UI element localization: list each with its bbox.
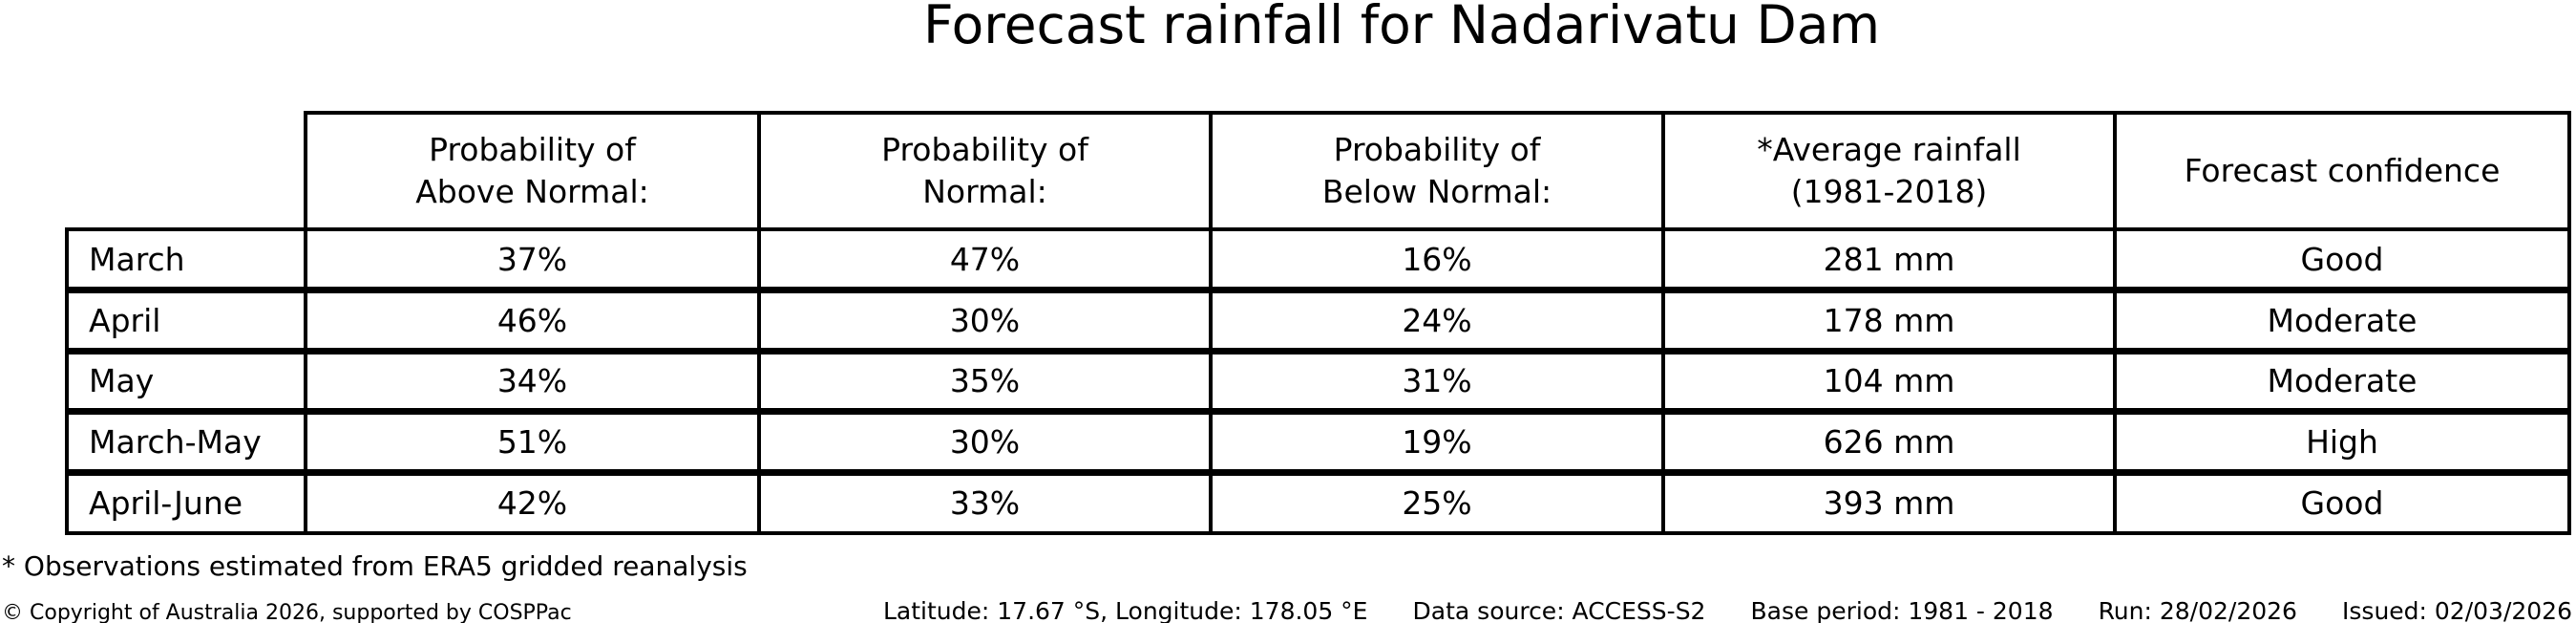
column-header-above-normal: Probability of Above Normal:	[304, 111, 761, 231]
column-header-normal: Probability of Normal:	[757, 111, 1213, 231]
copyright-text: © Copyright of Australia 2026, supported…	[2, 601, 572, 623]
table-row-may: May 34% 35% 31% 104 mm Moderate	[65, 349, 2571, 415]
cell-above-normal: 34%	[304, 349, 761, 415]
run-date-text: Run: 28/02/2026	[2098, 597, 2297, 623]
row-label: March	[65, 227, 307, 293]
issued-date-text: Issued: 02/03/2026	[2342, 597, 2572, 623]
cell-confidence: High	[2113, 409, 2571, 476]
table-row-march: March 37% 47% 16% 281 mm Good	[65, 227, 2571, 293]
cell-normal: 35%	[757, 349, 1213, 415]
cell-normal: 47%	[757, 227, 1213, 293]
cell-below-normal: 31%	[1209, 349, 1665, 415]
column-header-line: Above Normal:	[415, 173, 649, 210]
cell-normal: 33%	[757, 470, 1213, 535]
column-header-line: Forecast confidence	[2184, 152, 2501, 190]
cell-above-normal: 46%	[304, 288, 761, 354]
cell-confidence: Good	[2113, 470, 2571, 535]
column-header-line: (1981-2018)	[1790, 173, 1988, 210]
table-row-april-june: April-June 42% 33% 25% 393 mm Good	[65, 470, 2571, 535]
corner-cell	[67, 113, 306, 229]
cell-confidence: Good	[2113, 227, 2571, 293]
cell-normal: 30%	[757, 409, 1213, 476]
column-header-line: *Average rainfall	[1757, 131, 2021, 169]
cell-below-normal: 16%	[1209, 227, 1665, 293]
base-period-text: Base period: 1981 - 2018	[1750, 597, 2054, 623]
row-label: April	[65, 288, 307, 354]
cell-below-normal: 25%	[1209, 470, 1665, 535]
table-footnote: * Observations estimated from ERA5 gridd…	[2, 550, 748, 582]
cell-average-rainfall: 281 mm	[1661, 227, 2117, 293]
page-title: Forecast rainfall for Nadarivatu Dam	[922, 0, 1881, 55]
header-row: Probability of Above Normal: Probability…	[67, 111, 2571, 231]
table-row-april: April 46% 30% 24% 178 mm Moderate	[65, 288, 2571, 354]
cell-average-rainfall: 626 mm	[1661, 409, 2117, 476]
row-label: March-May	[65, 409, 307, 476]
row-label: May	[65, 349, 307, 415]
cell-confidence: Moderate	[2113, 349, 2571, 415]
row-label: April-June	[65, 470, 307, 535]
column-header-below-normal: Probability of Below Normal:	[1209, 111, 1665, 231]
cell-below-normal: 24%	[1209, 288, 1665, 354]
cell-above-normal: 42%	[304, 470, 761, 535]
column-header-average-rainfall: *Average rainfall (1981-2018)	[1661, 111, 2117, 231]
column-header-line: Below Normal:	[1321, 173, 1552, 210]
column-header-line: Probability of	[429, 131, 636, 169]
data-source-text: Data source: ACCESS-S2	[1412, 597, 1706, 623]
column-header-line: Probability of	[881, 131, 1088, 169]
cell-above-normal: 51%	[304, 409, 761, 476]
cell-average-rainfall: 393 mm	[1661, 470, 2117, 535]
forecast-table: Probability of Above Normal: Probability…	[65, 111, 2571, 535]
cell-confidence: Moderate	[2113, 288, 2571, 354]
latitude-longitude-text: Latitude: 17.67 °S, Longitude: 178.05 °E	[883, 597, 1368, 623]
cell-above-normal: 37%	[304, 227, 761, 293]
footer-info-bar: Latitude: 17.67 °S, Longitude: 178.05 °E…	[883, 597, 2572, 623]
cell-average-rainfall: 104 mm	[1661, 349, 2117, 415]
table-row-march-may: March-May 51% 30% 19% 626 mm High	[65, 409, 2571, 476]
cell-average-rainfall: 178 mm	[1661, 288, 2117, 354]
column-header-line: Normal:	[922, 173, 1047, 210]
cell-normal: 30%	[757, 288, 1213, 354]
cell-below-normal: 19%	[1209, 409, 1665, 476]
column-header-forecast-confidence: Forecast confidence	[2113, 111, 2571, 231]
column-header-line: Probability of	[1333, 131, 1541, 169]
